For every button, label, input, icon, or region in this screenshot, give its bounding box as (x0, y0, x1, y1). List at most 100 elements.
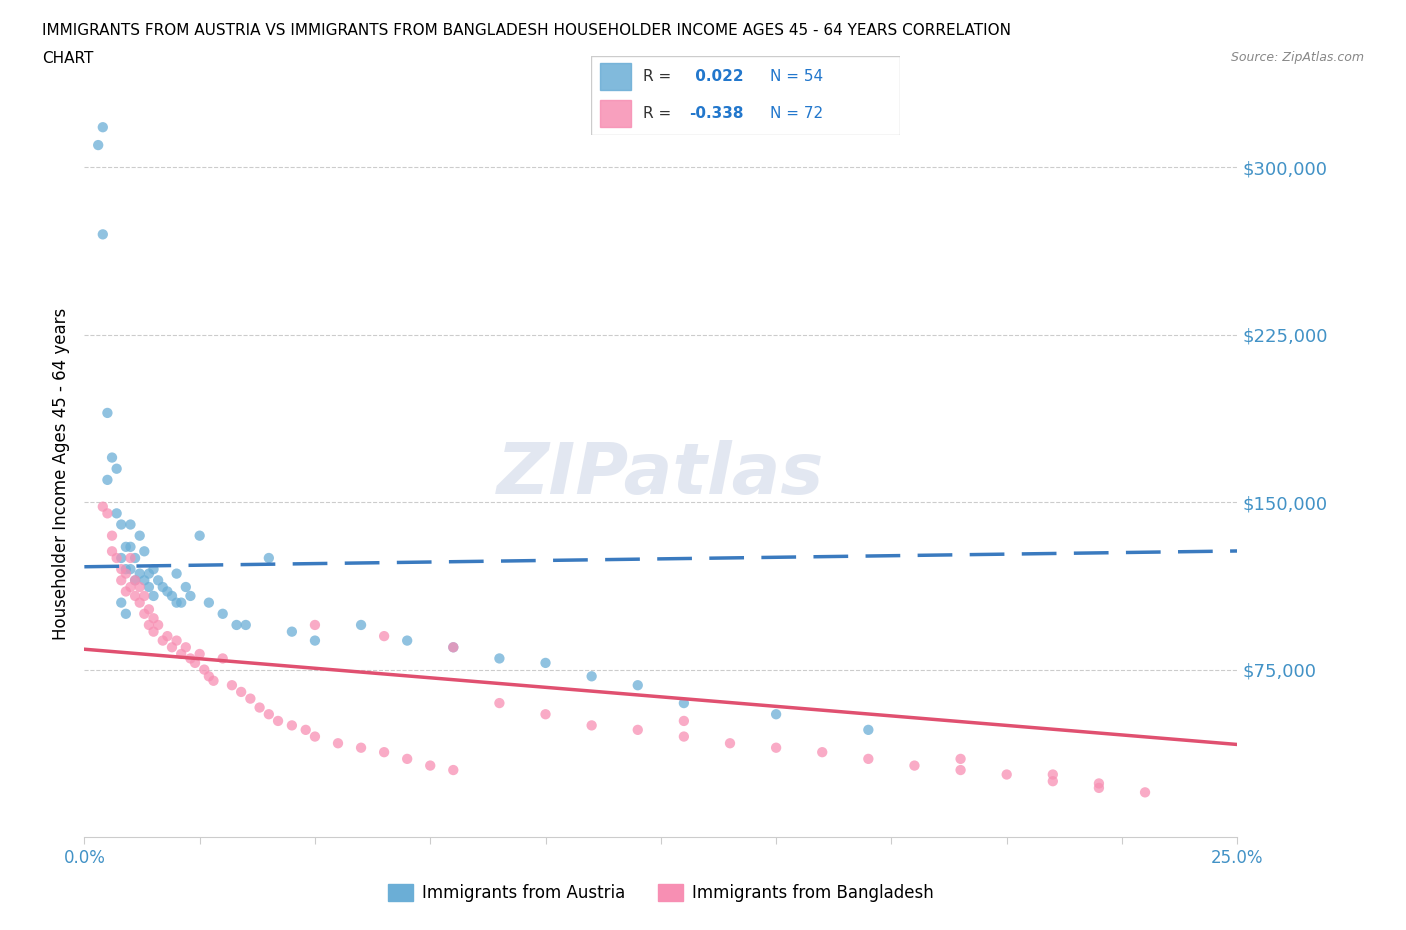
Point (198, 669, 221, 684)
Point (110, 551, 132, 565)
Point (858, 723, 880, 737)
Point (115, 566, 138, 581)
Point (120, 517, 142, 532)
Point (110, 595, 132, 610)
Y-axis label: Householder Income Ages 45 - 64 years: Householder Income Ages 45 - 64 years (52, 308, 70, 641)
Point (294, 723, 316, 737)
Point (672, 696, 695, 711)
Point (350, 740, 373, 755)
Point (267, 713, 290, 728)
Point (115, 539, 138, 554)
Point (373, 745, 395, 760)
Point (225, 618, 247, 632)
Point (142, 624, 165, 639)
Point (718, 736, 741, 751)
Text: N = 72: N = 72 (770, 106, 823, 121)
Point (124, 551, 146, 565)
Point (146, 618, 169, 632)
Point (124, 573, 146, 588)
Point (1088, 780, 1111, 795)
Point (105, 461, 128, 476)
Point (765, 740, 787, 755)
Text: R =: R = (643, 69, 671, 84)
Point (488, 696, 510, 711)
Point (128, 579, 150, 594)
Point (87, 138, 110, 153)
Point (231, 684, 253, 699)
Text: ZIPatlas: ZIPatlas (498, 440, 824, 509)
Point (124, 573, 146, 588)
Point (249, 700, 271, 715)
Point (174, 579, 197, 594)
Point (101, 450, 124, 465)
Point (115, 584, 138, 599)
Point (96, 472, 118, 487)
Point (120, 539, 142, 554)
Point (160, 640, 183, 655)
Text: Source: ZipAtlas.com: Source: ZipAtlas.com (1230, 51, 1364, 64)
Point (179, 651, 201, 666)
Point (134, 544, 156, 559)
Point (188, 528, 211, 543)
Point (166, 566, 188, 581)
Point (170, 595, 193, 610)
Point (120, 551, 142, 565)
Point (115, 562, 138, 577)
Point (152, 633, 174, 648)
Point (326, 736, 349, 751)
Point (110, 562, 132, 577)
Point (156, 584, 179, 599)
Point (765, 707, 787, 722)
Point (96, 405, 118, 420)
Point (202, 673, 225, 688)
Point (160, 589, 183, 604)
Point (211, 606, 233, 621)
Point (184, 656, 207, 671)
Point (166, 633, 188, 648)
Point (672, 729, 695, 744)
Point (995, 767, 1018, 782)
Point (134, 606, 156, 621)
Point (1133, 785, 1156, 800)
Point (235, 618, 257, 632)
Point (949, 763, 972, 777)
Point (110, 517, 132, 532)
Point (396, 751, 419, 766)
Point (128, 566, 150, 581)
Point (142, 611, 165, 626)
Point (281, 718, 304, 733)
Point (672, 713, 695, 728)
Point (146, 573, 169, 588)
FancyBboxPatch shape (591, 56, 900, 135)
Point (193, 662, 215, 677)
Point (138, 566, 160, 581)
Point (281, 624, 304, 639)
Point (142, 589, 165, 604)
Point (179, 589, 201, 604)
Point (534, 656, 557, 671)
Point (91, 120, 114, 135)
Point (257, 707, 280, 722)
Point (115, 606, 138, 621)
Point (441, 640, 464, 655)
Point (101, 544, 124, 559)
Point (903, 758, 925, 773)
Point (152, 579, 174, 594)
Point (239, 691, 262, 706)
Point (811, 745, 834, 760)
Text: N = 54: N = 54 (770, 69, 823, 84)
Point (488, 651, 510, 666)
Text: CHART: CHART (42, 51, 94, 66)
Point (166, 595, 188, 610)
Point (257, 551, 280, 565)
Text: 0.022: 0.022 (689, 69, 744, 84)
Point (304, 633, 326, 648)
Bar (600, 100, 631, 127)
Point (1088, 776, 1111, 790)
Point (174, 640, 197, 655)
Point (96, 506, 118, 521)
Point (120, 579, 142, 594)
Point (581, 669, 603, 684)
Point (534, 707, 557, 722)
Point (211, 651, 233, 666)
